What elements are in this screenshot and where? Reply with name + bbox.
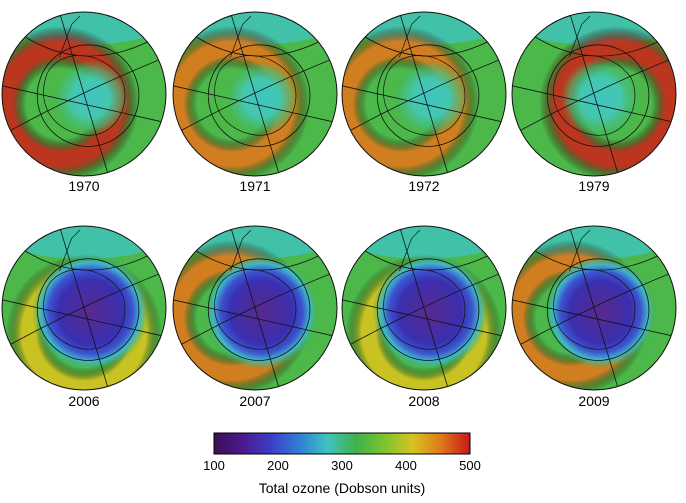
- globe-map-1970: [1, 11, 167, 177]
- globe-map-1971: [172, 11, 338, 177]
- colorbar-gradient: [213, 432, 471, 455]
- colorbar-tick-500: 500: [459, 458, 481, 473]
- colorbar-tick-300: 300: [331, 458, 353, 473]
- globe-map-1979: [511, 11, 677, 177]
- year-label-2006: 2006: [68, 393, 100, 409]
- year-label-1979: 1979: [578, 178, 610, 194]
- globe-map-2009: [511, 225, 677, 391]
- globe-map-2008: [341, 225, 507, 391]
- year-label-2007: 2007: [239, 393, 271, 409]
- year-label-2008: 2008: [408, 393, 440, 409]
- colorbar-tick-100: 100: [203, 458, 225, 473]
- globe-map-2006: [1, 225, 167, 391]
- colorbar-tick-400: 400: [395, 458, 417, 473]
- globe-map-1972: [341, 11, 507, 177]
- year-label-2009: 2009: [578, 393, 610, 409]
- year-label-1972: 1972: [408, 178, 440, 194]
- colorbar-tick-200: 200: [267, 458, 289, 473]
- year-label-1970: 1970: [68, 178, 100, 194]
- globe-map-2007: [172, 225, 338, 391]
- colorbar-title: Total ozone (Dobson units): [258, 480, 426, 496]
- year-label-1971: 1971: [239, 178, 271, 194]
